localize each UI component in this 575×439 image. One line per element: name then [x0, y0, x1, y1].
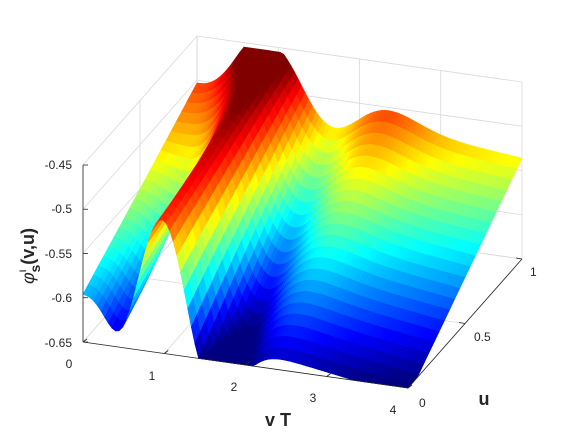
z-tick-label: -0.45	[45, 158, 73, 172]
z-tick-label: -0.55	[45, 247, 73, 261]
x-tick-label: 0	[66, 357, 73, 371]
x-tick-label: 4	[390, 403, 397, 417]
z-label-phi: φ	[18, 272, 38, 284]
axes	[82, 164, 523, 389]
z-tick-label: -0.5	[51, 202, 72, 216]
surface	[82, 46, 523, 389]
y-tick-label: 0.5	[474, 330, 491, 344]
x-tick	[326, 373, 331, 377]
y-axis-ticks: 0 0.5 1	[419, 265, 537, 410]
y-tick	[515, 257, 523, 260]
z-label-args: (v,u)	[18, 228, 38, 265]
x-axis-ticks: 0 1 2 3 4	[66, 357, 397, 417]
z-axis-ticks: -0.45 -0.5 -0.55 -0.6 -0.65	[45, 158, 73, 350]
x-axis-label: v T	[265, 410, 291, 430]
y-tick	[401, 386, 409, 389]
y-axis-label: u	[479, 389, 490, 409]
x-tick-label: 2	[231, 380, 238, 394]
x-tick	[407, 384, 413, 389]
x-tick-label: 1	[149, 369, 156, 383]
x-tick-label: 3	[310, 391, 317, 405]
y-tick-label: 1	[530, 265, 537, 279]
z-label-superscript: ι	[15, 269, 29, 272]
z-label-subscript: s	[27, 265, 43, 273]
svg-text:φιs(v,u): φιs(v,u)	[15, 228, 43, 284]
y-tick	[458, 322, 466, 324]
z-tick-label: -0.65	[45, 336, 73, 350]
x-tick	[164, 350, 169, 354]
x-tick	[82, 338, 88, 343]
y-tick-label: 0	[419, 396, 426, 410]
z-tick-label: -0.6	[51, 291, 72, 305]
x-tick	[245, 361, 250, 366]
z-axis-label: φιs(v,u)	[15, 228, 43, 284]
